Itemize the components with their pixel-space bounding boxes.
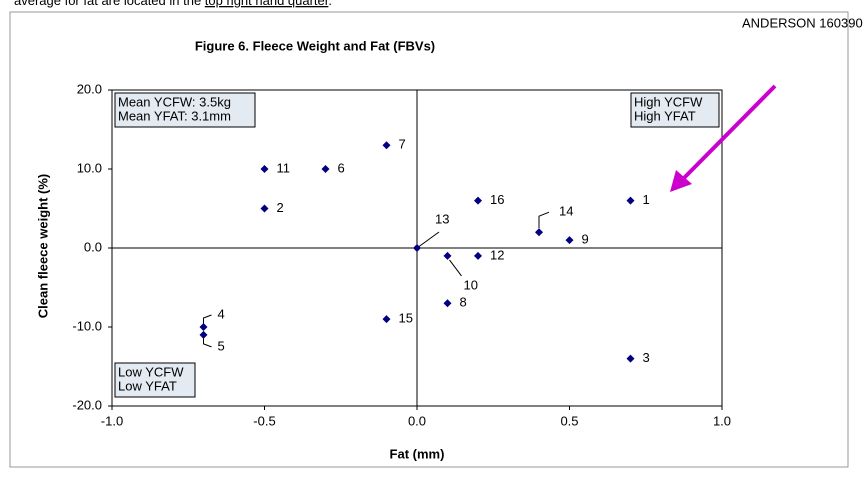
data-point (474, 251, 482, 260)
quadrant-note-box (630, 92, 720, 128)
point-label: 6 (338, 160, 345, 175)
point-label: 4 (218, 306, 225, 321)
quadrant-note-box (114, 362, 196, 398)
point-label: 3 (643, 350, 650, 365)
point-label: 9 (582, 232, 589, 247)
header-text: average for fat are located in the top r… (14, 0, 332, 8)
quadrant-note: Mean YCFW: 3.5kg (118, 94, 231, 109)
point-label: 10 (464, 277, 478, 292)
point-label: 7 (399, 137, 406, 152)
point-label: 15 (399, 311, 413, 326)
point-label: 11 (277, 160, 291, 175)
point-label: 12 (490, 247, 504, 262)
point-label: 14 (559, 204, 573, 219)
data-point (474, 196, 482, 205)
data-point (626, 354, 635, 363)
data-point (626, 196, 635, 205)
x-axis-label: Fat (mm) (390, 446, 445, 461)
leader-line (449, 259, 462, 277)
data-point (321, 165, 330, 173)
y-tick-label: -10.0 (72, 318, 102, 333)
x-tick-label: 1.0 (713, 413, 731, 428)
chart-frame (9, 11, 849, 468)
quadrant-note: High YFAT (634, 108, 696, 123)
quadrant-note: Low YCFW (118, 364, 184, 379)
chart-title: Figure 6. Fleece Weight and Fat (FBVs) (195, 38, 435, 53)
leader-line (416, 231, 440, 249)
x-tick-label: -1.0 (101, 413, 123, 428)
x-tick-label: -0.5 (253, 413, 275, 428)
data-point (382, 141, 391, 150)
data-point (535, 228, 543, 237)
y-tick-label: 20.0 (77, 81, 102, 96)
y-axis-label: Clean fleece weight (%) (35, 174, 50, 318)
leader-line (538, 211, 550, 229)
y-tick-label: 0.0 (84, 239, 102, 254)
quadrant-note: High YCFW (634, 94, 703, 109)
data-point (565, 236, 574, 245)
point-label: 2 (277, 200, 284, 215)
data-point (443, 251, 452, 260)
x-tick-label: 0.5 (560, 413, 578, 428)
point-label: 1 (643, 192, 650, 207)
point-label: 8 (460, 295, 467, 310)
point-label: 16 (490, 192, 504, 207)
point-label: 13 (435, 211, 449, 226)
data-point (199, 330, 208, 339)
data-point (382, 315, 391, 324)
leader-line (203, 314, 212, 324)
point-label: 5 (218, 338, 225, 353)
data-point (413, 244, 421, 252)
quadrant-note-box (114, 92, 256, 128)
data-point (443, 299, 452, 308)
data-point (260, 165, 269, 173)
quadrant-note: Low YFAT (118, 378, 177, 393)
annotation: ANDERSON 160390 (742, 15, 863, 30)
y-tick-label: 10.0 (77, 160, 102, 175)
annotation-arrow (680, 84, 777, 182)
data-point (199, 323, 208, 331)
quadrant-note: Mean YFAT: 3.1mm (118, 108, 231, 123)
data-point (260, 204, 269, 213)
leader-line (203, 337, 212, 348)
annotation-arrowhead (670, 170, 692, 192)
y-tick-label: -20.0 (72, 397, 102, 412)
x-tick-label: 0.0 (408, 413, 426, 428)
